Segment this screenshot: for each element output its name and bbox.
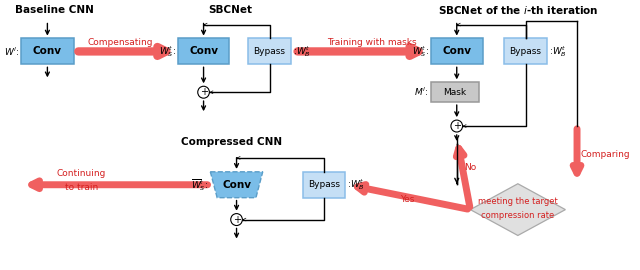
Text: Continuing: Continuing [57, 169, 106, 178]
Bar [248, 39, 291, 64]
Bar [431, 39, 483, 64]
Text: Baseline CNN: Baseline CNN [15, 5, 93, 15]
Text: $M^l$:: $M^l$: [414, 86, 429, 99]
Text: SBCNet of the $i$-th iteration: SBCNet of the $i$-th iteration [438, 4, 598, 16]
Circle shape [198, 86, 209, 98]
Text: +: + [200, 87, 207, 97]
Text: Compressed CNN: Compressed CNN [181, 137, 282, 147]
Bar [21, 39, 74, 64]
Text: :$W^t_B$: :$W^t_B$ [549, 44, 567, 59]
Bar [303, 172, 345, 198]
Text: Conv: Conv [33, 46, 62, 56]
Text: SBCNet: SBCNet [208, 5, 252, 15]
Text: meeting the target: meeting the target [478, 197, 557, 206]
Text: Bypass: Bypass [308, 180, 340, 189]
Polygon shape [470, 184, 565, 235]
Text: :$W^t_B$: :$W^t_B$ [347, 177, 365, 192]
Text: $W^t_S$:: $W^t_S$: [159, 44, 177, 59]
Text: Mask: Mask [444, 88, 467, 97]
Text: Bypass: Bypass [509, 47, 541, 56]
Circle shape [451, 120, 463, 132]
Text: +: + [452, 121, 461, 131]
Text: Comparing: Comparing [581, 150, 630, 159]
Polygon shape [211, 172, 263, 198]
Bar [179, 39, 228, 64]
Text: $W^t_S$:: $W^t_S$: [412, 44, 429, 59]
Bar [504, 39, 547, 64]
Text: No: No [465, 163, 477, 172]
Text: :$W^t_B$: :$W^t_B$ [293, 44, 311, 59]
Text: compression rate: compression rate [481, 211, 554, 220]
Bar [431, 82, 479, 102]
Text: Compensating: Compensating [88, 38, 153, 47]
Text: Conv: Conv [189, 46, 218, 56]
Text: +: + [232, 215, 241, 225]
Text: $\overline{W}^t_S$:: $\overline{W}^t_S$: [191, 177, 209, 193]
Text: Training with masks: Training with masks [328, 38, 417, 47]
Text: to train: to train [65, 183, 98, 192]
Text: Bypass: Bypass [253, 47, 285, 56]
Text: $W^l$:: $W^l$: [4, 45, 19, 58]
Circle shape [231, 214, 243, 225]
Text: Conv: Conv [222, 180, 251, 190]
Text: Conv: Conv [442, 46, 471, 56]
Text: Yes: Yes [401, 195, 415, 204]
